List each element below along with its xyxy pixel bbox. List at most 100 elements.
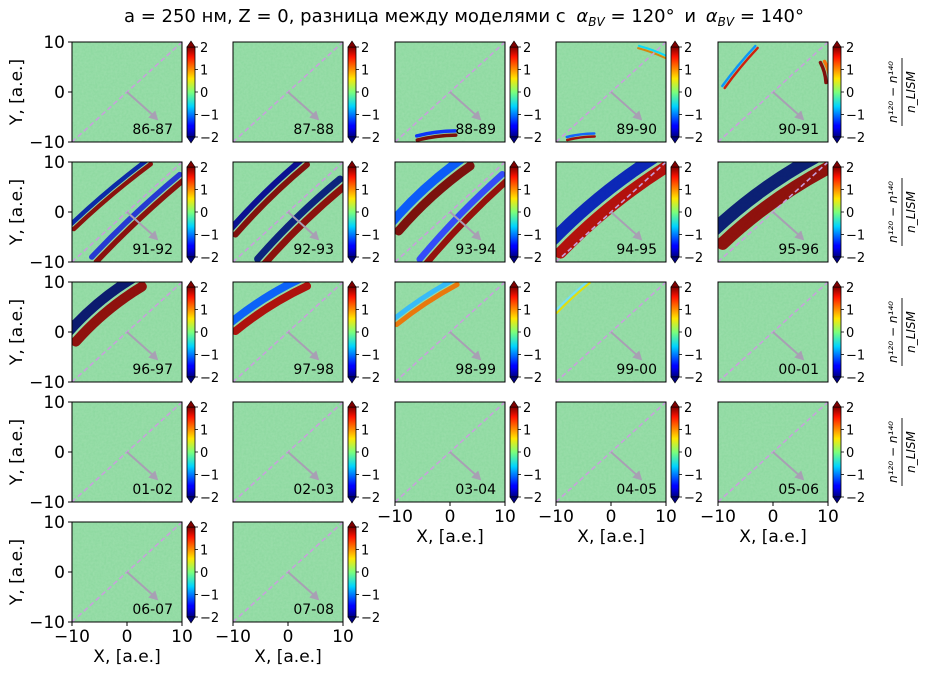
x-tick-label: −10 <box>215 627 251 647</box>
colorbar-tick-label: 1 <box>200 424 208 439</box>
colorbar <box>670 46 680 138</box>
colorbar-tick-label: 0 <box>200 566 208 581</box>
colorbar <box>186 166 196 258</box>
colorbar-extend-bottom <box>832 136 842 144</box>
colorbar-extend-top <box>509 400 519 408</box>
x-tick-label: 10 <box>494 507 516 527</box>
colorbar-label-numerator: n¹²⁰ − n¹⁴⁰ <box>886 181 900 243</box>
y-tick-label: 10 <box>43 153 65 173</box>
panel-frame <box>717 41 829 143</box>
colorbar-tick-label: −2 <box>684 131 703 146</box>
band-positive-0 <box>556 162 666 259</box>
colorbar-tick-label: −1 <box>684 349 703 364</box>
colorbar-tick-label: 2 <box>523 401 531 416</box>
colorbar-extend-top <box>670 40 680 48</box>
colorbar-tick-label: 1 <box>200 304 208 319</box>
colorbar-tick-label: −2 <box>200 131 219 146</box>
colorbar-tick-label: −2 <box>200 251 219 266</box>
colorbar-extend-bottom <box>186 496 196 504</box>
colorbar <box>509 46 519 138</box>
panel-98-99: 98-99 2 1 0 −1 −2 <box>394 280 542 386</box>
colorbar-tick-label: −2 <box>846 371 865 386</box>
panel-97-98: 97-98 2 1 0 −1 −2 <box>232 280 380 386</box>
period-label: 86-87 <box>132 122 173 138</box>
band-negative-1 <box>822 59 828 79</box>
arrow-shaft <box>287 91 314 116</box>
panel-heatmap <box>395 42 505 142</box>
arrow-head <box>148 230 159 241</box>
period-label: 01-02 <box>132 482 173 498</box>
x-axis-label: X, [a.e.] <box>577 527 644 547</box>
colorbar <box>186 526 196 618</box>
panel-heatmap <box>233 282 343 382</box>
colorbar-extend-bottom <box>347 136 357 144</box>
colorbar-extend-top <box>186 280 196 288</box>
panel-heatmap <box>718 402 828 502</box>
band-positive-0 <box>415 133 458 142</box>
colorbar-tick-label: 1 <box>361 544 369 559</box>
colorbar-extend-bottom <box>670 256 680 264</box>
panel-frame <box>555 41 667 143</box>
y-tick-label: −10 <box>29 493 65 513</box>
colorbar-tick-label: 2 <box>200 521 208 536</box>
arrow-head <box>632 110 643 121</box>
y-tick-label: −10 <box>29 373 65 393</box>
colorbar-tick-label: 2 <box>846 41 854 56</box>
colorbar-tick-label: 0 <box>523 446 531 461</box>
colorbar-tick-label: −1 <box>846 229 865 244</box>
panel-heatmap <box>718 162 828 262</box>
y-tick-label: 0 <box>54 83 65 103</box>
band-positive-0 <box>718 162 828 250</box>
panel-heatmap <box>556 42 666 142</box>
panel-frame <box>232 161 344 263</box>
colorbar-extend-bottom <box>832 256 842 264</box>
arrow-head <box>309 470 320 481</box>
arrow-head <box>309 590 320 601</box>
colorbar-tick-label: −2 <box>361 251 380 266</box>
title-subscript-1: BV <box>588 15 605 29</box>
band-positive-0 <box>72 162 153 232</box>
period-label: 04-05 <box>616 482 657 498</box>
colorbar-tick-label: −1 <box>361 469 380 484</box>
colorbar-extend-top <box>186 520 196 528</box>
colorbar-tick-label: −2 <box>523 251 542 266</box>
colorbar-tick-label: 0 <box>361 566 369 581</box>
band-negative-0 <box>721 44 757 88</box>
arrow-shaft <box>449 451 476 476</box>
panel-90-91: 90-91 2 1 0 −1 −2 n¹²⁰ − n¹⁴⁰ n_LISM <box>717 40 918 146</box>
colorbar-tick-label: 0 <box>200 206 208 221</box>
colorbar-extend-top <box>509 280 519 288</box>
colorbar-tick-label: −1 <box>361 349 380 364</box>
period-label: 07-08 <box>293 602 334 618</box>
band-positive-0 <box>395 162 475 236</box>
x-tick-label: −10 <box>538 507 574 527</box>
band-negative-1 <box>89 171 182 260</box>
arrow-shaft <box>610 211 637 236</box>
period-label: 91-92 <box>132 242 173 258</box>
colorbar <box>347 526 357 618</box>
title-connector: и <box>684 6 696 27</box>
figure-title: a = 250 нм, Z = 0, разница между моделям… <box>124 6 804 29</box>
arrow-shaft <box>610 451 637 476</box>
colorbar-tick-label: 2 <box>846 281 854 296</box>
band-positive-0 <box>233 162 311 238</box>
band-negative-0 <box>565 132 596 139</box>
arrow-head <box>148 470 159 481</box>
arrow-head <box>794 230 805 241</box>
colorbar-extend-bottom <box>509 496 519 504</box>
arrow-shaft <box>449 211 476 236</box>
colorbar-tick-label: −2 <box>684 491 703 506</box>
arrow-head <box>794 470 805 481</box>
panel-heatmap <box>233 162 343 262</box>
arrow-shaft <box>449 91 476 116</box>
panel-heatmap <box>233 402 343 502</box>
colorbar-tick-label: 2 <box>200 401 208 416</box>
colorbar-tick-label: 2 <box>200 161 208 176</box>
colorbar <box>832 46 842 138</box>
colorbar-extend-top <box>670 160 680 168</box>
band-negative-0 <box>395 162 465 226</box>
